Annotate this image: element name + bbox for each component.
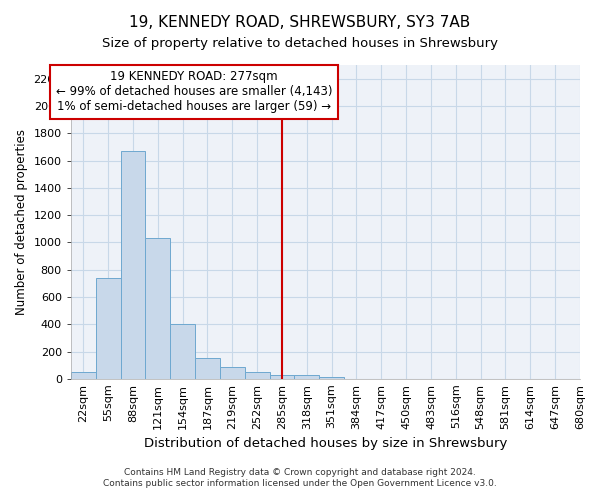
Bar bbox=[195, 358, 220, 379]
Bar bbox=[145, 238, 170, 379]
Bar bbox=[220, 367, 245, 379]
Bar bbox=[295, 375, 319, 379]
Bar bbox=[71, 372, 95, 379]
Y-axis label: Number of detached properties: Number of detached properties bbox=[15, 129, 28, 315]
Bar bbox=[95, 278, 121, 379]
Text: Size of property relative to detached houses in Shrewsbury: Size of property relative to detached ho… bbox=[102, 38, 498, 51]
X-axis label: Distribution of detached houses by size in Shrewsbury: Distribution of detached houses by size … bbox=[144, 437, 507, 450]
Text: 19, KENNEDY ROAD, SHREWSBURY, SY3 7AB: 19, KENNEDY ROAD, SHREWSBURY, SY3 7AB bbox=[130, 15, 470, 30]
Bar bbox=[269, 374, 295, 379]
Bar bbox=[319, 377, 344, 379]
Text: Contains HM Land Registry data © Crown copyright and database right 2024.
Contai: Contains HM Land Registry data © Crown c… bbox=[103, 468, 497, 487]
Bar bbox=[121, 151, 145, 379]
Bar bbox=[170, 324, 195, 379]
Text: 19 KENNEDY ROAD: 277sqm
← 99% of detached houses are smaller (4,143)
1% of semi-: 19 KENNEDY ROAD: 277sqm ← 99% of detache… bbox=[56, 70, 332, 114]
Bar bbox=[245, 372, 269, 379]
